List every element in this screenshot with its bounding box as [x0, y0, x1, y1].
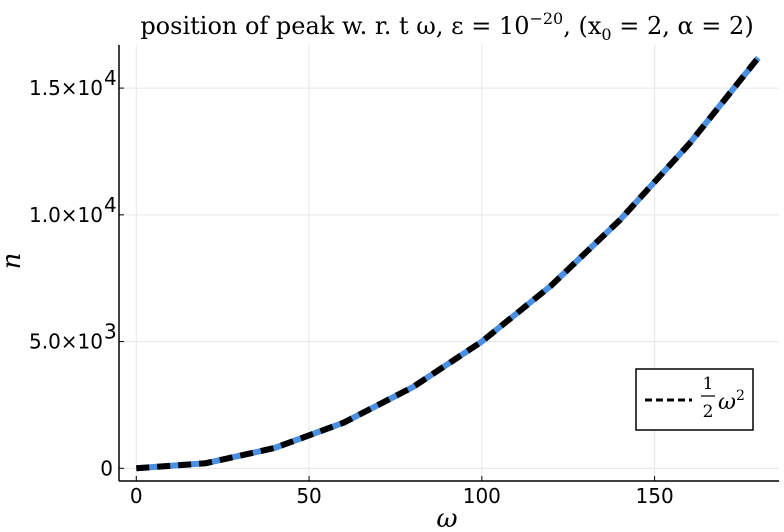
y-tick-exponent: 4: [104, 193, 117, 217]
y-tick-exponent: 3: [104, 320, 117, 344]
y-tick-exponent: 4: [104, 66, 117, 90]
series-lines: [136, 55, 761, 472]
legend-box: [635, 368, 754, 431]
grid: [119, 45, 779, 481]
x-tick-label: 150: [636, 484, 674, 508]
legend-frac-den: 2: [703, 402, 714, 422]
x-axis-label: ω: [436, 504, 457, 532]
legend: 1 2 ω2: [635, 368, 754, 431]
y-tick-label: 1.0×10: [29, 203, 103, 227]
axes: [118, 45, 779, 482]
x-tick-label: 50: [296, 484, 321, 508]
legend-frac-num: 1: [703, 374, 714, 394]
y-tick-label: 0: [100, 456, 113, 480]
x-tick-label: 100: [463, 484, 501, 508]
y-tick-label: 5.0×10: [29, 330, 103, 354]
chart-title: position of peak w. r. t ω, ε = 10−20, (…: [140, 9, 753, 44]
legend-label: ω2: [718, 388, 745, 415]
series-line-dashed: [136, 55, 761, 472]
x-tick-label: 0: [130, 484, 143, 508]
y-tick-label: 1.5×10: [29, 76, 103, 100]
y-axis-label: n: [0, 253, 27, 270]
